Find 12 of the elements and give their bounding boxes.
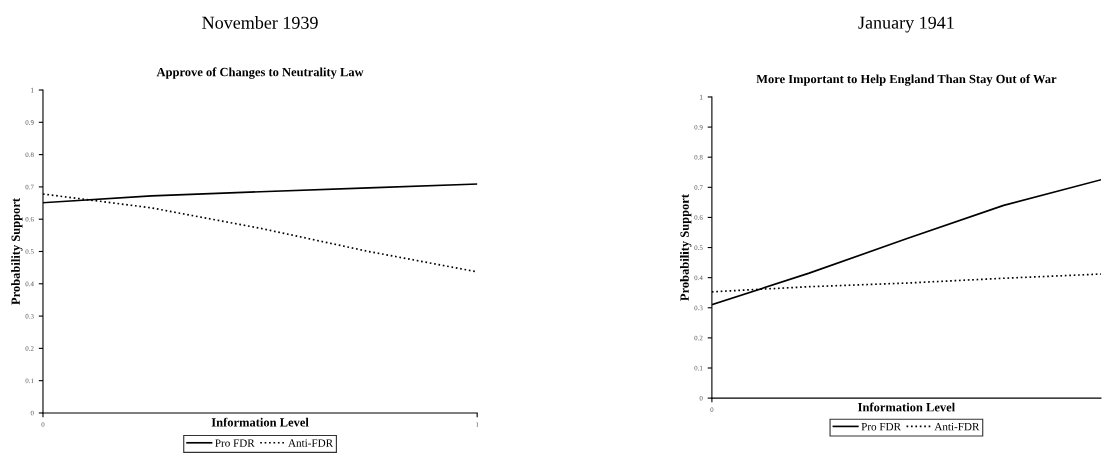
chart-subtitle: More Important to Help England Than Stay Out of War [756,74,1057,86]
chart-subtitle: Approve of Changes to Neutrality Law [156,67,364,79]
x-axis-title: Information Level [858,402,955,412]
legend-label: Pro FDR [215,439,255,447]
chart-title: January 1941 [858,16,954,33]
legend-label: Anti-FDR [934,422,980,431]
x-axis-title: Information Level [211,417,309,427]
y-axis-title: Probability Support [11,197,23,305]
y-axis-title: Probability Support [680,194,692,301]
chart-title: November 1939 [202,16,318,29]
legend-label: Anti-FDR [288,439,334,447]
legend-label: Pro FDR [861,423,901,431]
